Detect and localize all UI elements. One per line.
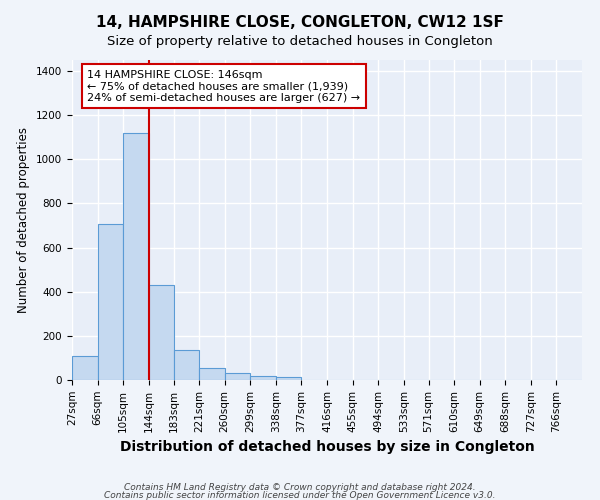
Bar xyxy=(276,377,301,380)
Bar xyxy=(98,224,123,380)
Text: Contains HM Land Registry data © Crown copyright and database right 2024.: Contains HM Land Registry data © Crown c… xyxy=(124,483,476,492)
X-axis label: Distribution of detached houses by size in Congleton: Distribution of detached houses by size … xyxy=(119,440,535,454)
Text: Size of property relative to detached houses in Congleton: Size of property relative to detached ho… xyxy=(107,35,493,48)
Bar xyxy=(199,368,225,380)
Text: Contains public sector information licensed under the Open Government Licence v3: Contains public sector information licen… xyxy=(104,490,496,500)
Bar xyxy=(225,373,250,380)
Text: 14 HAMPSHIRE CLOSE: 146sqm
← 75% of detached houses are smaller (1,939)
24% of s: 14 HAMPSHIRE CLOSE: 146sqm ← 75% of deta… xyxy=(88,70,361,103)
Bar xyxy=(174,350,199,380)
Bar xyxy=(149,285,174,380)
Bar xyxy=(250,376,276,380)
Y-axis label: Number of detached properties: Number of detached properties xyxy=(17,127,31,313)
Text: 14, HAMPSHIRE CLOSE, CONGLETON, CW12 1SF: 14, HAMPSHIRE CLOSE, CONGLETON, CW12 1SF xyxy=(96,15,504,30)
Bar xyxy=(123,133,149,380)
Bar xyxy=(72,356,98,380)
